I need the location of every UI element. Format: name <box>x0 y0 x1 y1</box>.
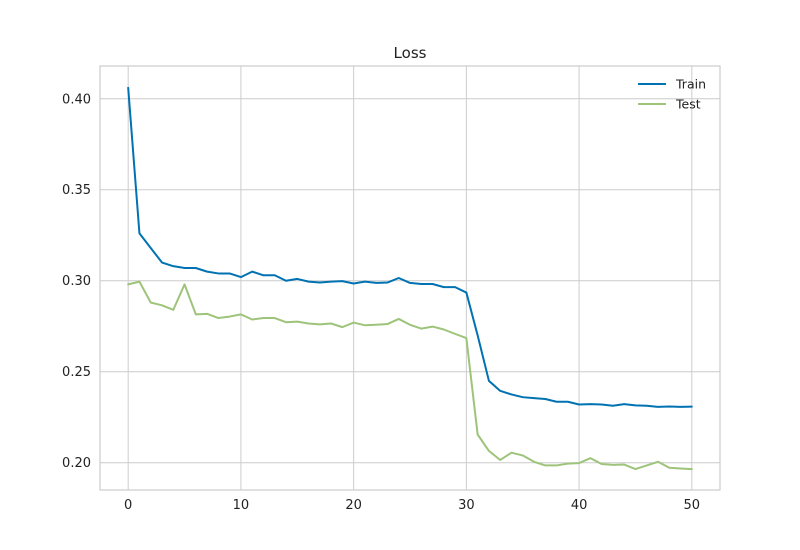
grid <box>100 66 720 490</box>
x-tick-label: 20 <box>345 498 362 513</box>
legend-label-test: Test <box>675 97 701 112</box>
chart-title: Loss <box>394 44 427 62</box>
x-tick-label: 10 <box>233 498 250 513</box>
x-tick-label: 30 <box>458 498 475 513</box>
legend-label-train: Train <box>675 77 706 92</box>
y-tick-label: 0.40 <box>62 92 91 107</box>
y-tick-label: 0.30 <box>62 274 91 289</box>
x-tick-label: 40 <box>571 498 588 513</box>
series-layer <box>127 86 693 471</box>
x-tick-label: 0 <box>124 498 132 513</box>
legend: Train Test <box>638 77 706 112</box>
y-tick-label: 0.35 <box>62 183 91 198</box>
plot-frame <box>99 65 721 491</box>
x-tick-label: 50 <box>684 498 701 513</box>
series-line-test <box>127 280 693 471</box>
series-line-train <box>127 86 693 408</box>
y-tick-label: 0.25 <box>62 365 91 380</box>
tick-labels: 0 10 20 30 40 50 0.20 0.25 0.30 0.35 0.40 <box>62 92 700 513</box>
y-tick-label: 0.20 <box>62 456 91 471</box>
